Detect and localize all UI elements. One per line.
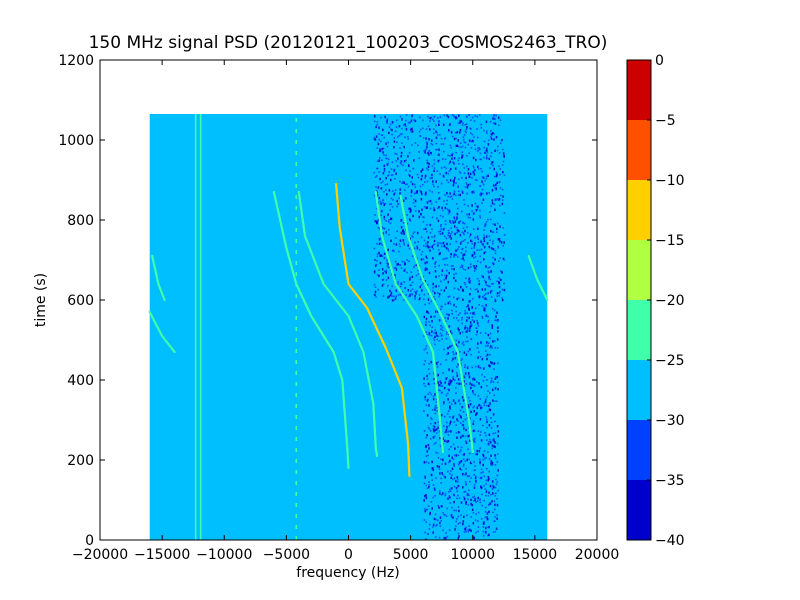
y-tick-label: 200 <box>67 453 94 469</box>
x-tick-label: −5000 <box>263 547 310 563</box>
colorbar-tick-label: −15 <box>655 233 685 249</box>
colorbar-segment <box>627 240 651 300</box>
signal-trace <box>148 310 176 354</box>
colorbar-tick-label: −40 <box>655 533 685 549</box>
plot-area <box>148 114 549 540</box>
colorbar-segment <box>627 60 651 120</box>
x-tick-label: 15000 <box>513 547 558 563</box>
signal-trace <box>335 182 411 478</box>
y-tick-label: 1200 <box>58 53 94 69</box>
signal-trace <box>297 190 379 458</box>
colorbar-tick-label: −20 <box>655 293 685 309</box>
colorbar-segment <box>627 120 651 180</box>
colorbar-tick-label: −5 <box>655 113 676 129</box>
colorbar <box>627 60 651 540</box>
noise-region <box>373 114 506 303</box>
y-tick-label: 0 <box>85 533 94 549</box>
heatmap-layer <box>149 114 548 540</box>
chart-title: 150 MHz signal PSD (20120121_100203_COSM… <box>89 33 608 53</box>
x-tick-label: −10000 <box>196 547 252 563</box>
signal-trace <box>374 190 444 454</box>
x-axis: −20000 −15000 −10000 −5000 0 5000 10000 15000 20… <box>72 60 619 563</box>
y-tick-label: 1000 <box>58 133 94 149</box>
x-axis-label: frequency (Hz) <box>296 565 399 581</box>
colorbar-segment <box>627 180 651 240</box>
y-tick-label: 600 <box>67 293 94 309</box>
signal-traces-layer <box>148 182 549 478</box>
signal-trace <box>399 194 474 454</box>
y-tick-label: 800 <box>67 213 94 229</box>
x-tick-label: 20000 <box>575 547 620 563</box>
x-tick-label: 10000 <box>450 547 495 563</box>
y-axis-label: time (s) <box>33 273 49 327</box>
vertical-lines-layer <box>194 114 298 540</box>
x-tick-label: 0 <box>344 547 353 563</box>
signal-trace <box>151 254 166 302</box>
x-tick-label: −15000 <box>134 547 190 563</box>
colorbar-segment <box>627 300 651 360</box>
colorbar-tick-label: −30 <box>655 413 685 429</box>
colorbar-tick-label: −35 <box>655 473 685 489</box>
x-tick-label: −20000 <box>72 547 128 563</box>
signal-trace <box>527 254 549 302</box>
colorbar-tick-label: −25 <box>655 353 685 369</box>
y-axis: 0 200 400 600 800 1000 1200 <box>58 53 597 549</box>
x-tick-label: 5000 <box>393 547 429 563</box>
colorbar-tick-label: 0 <box>655 53 664 69</box>
colorbar-tick-label: −10 <box>655 173 685 189</box>
signal-trace <box>272 190 350 470</box>
colorbar-segment <box>627 420 651 480</box>
colorbar-segment <box>627 360 651 420</box>
colorbar-ticks: −40 −35 −30 −25 −20 −15 −10 −5 0 <box>647 53 685 549</box>
y-tick-label: 400 <box>67 373 94 389</box>
colorbar-segment <box>627 480 651 540</box>
